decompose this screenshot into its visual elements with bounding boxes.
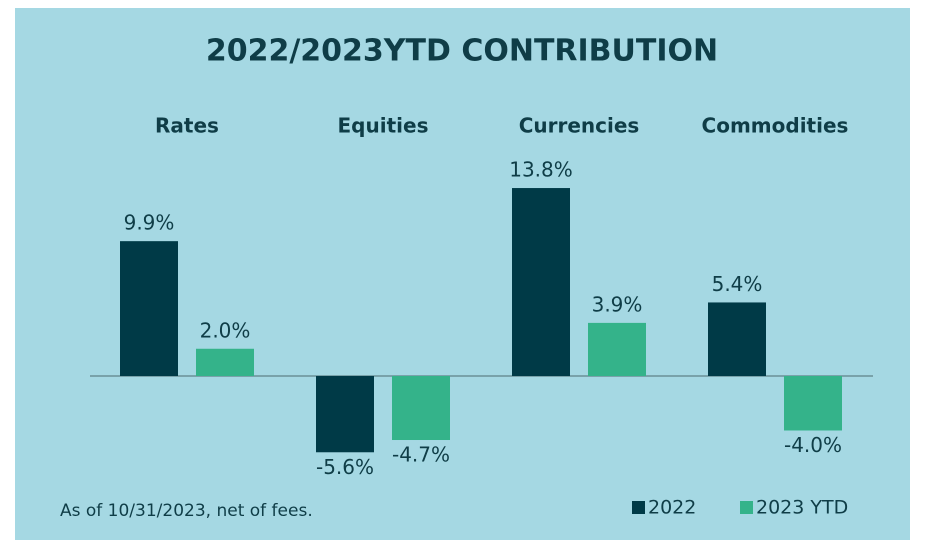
data-label: -4.7% [392,443,450,467]
data-label: 2.0% [200,318,251,342]
bar [588,322,646,376]
bar [196,348,254,376]
data-label: 5.4% [712,272,763,296]
bar [708,302,766,376]
legend-swatch [632,501,645,514]
category-label: Currencies [519,114,640,138]
footnote: As of 10/31/2023, net of fees. [60,501,313,521]
data-label: 9.9% [124,211,175,235]
data-label: -5.6% [316,455,374,479]
category-label: Rates [155,114,219,138]
legend-swatch [740,501,753,514]
legend-label: 2022 [648,497,696,519]
category-label: Commodities [702,114,849,138]
bar [784,376,842,431]
data-label: 3.9% [592,292,643,316]
data-label: 13.8% [509,158,573,182]
bar [120,241,178,376]
data-label: -4.0% [784,433,842,457]
bar [316,376,374,453]
bar [512,188,570,376]
chart-title: 2022/2023YTD CONTRIBUTION [206,34,718,69]
legend-label: 2023 YTD [756,497,848,519]
category-label: Equities [338,114,429,138]
bar [392,376,450,441]
